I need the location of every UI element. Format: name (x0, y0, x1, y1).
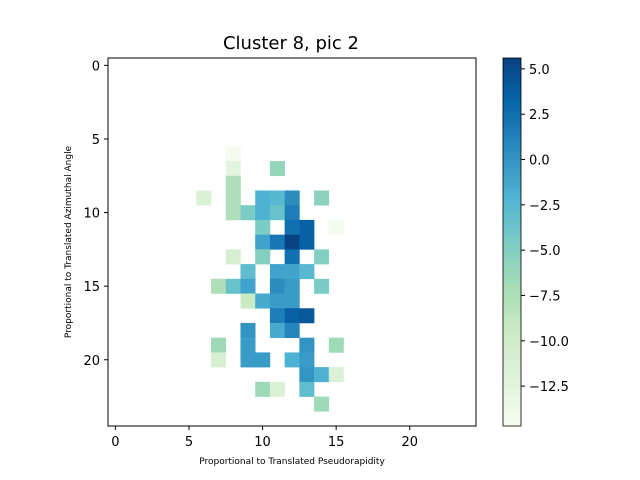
heatmap-cell (299, 367, 315, 383)
colorbar-tick-label: 0.0 (529, 154, 550, 169)
heatmap-cell (255, 352, 271, 368)
heatmap-cell (269, 322, 285, 338)
heatmap-cell (255, 219, 271, 235)
y-axis-label: Proportional to Translated Azimuthal Ang… (64, 145, 74, 338)
colorbar-tick-label: 2.5 (529, 108, 550, 123)
colorbar-tick-label: −7.5 (529, 289, 561, 304)
heatmap-cell (269, 234, 285, 250)
heatmap-cell (314, 278, 330, 294)
heatmap-cell (255, 249, 271, 265)
heatmap-cell (255, 293, 271, 309)
heatmap-cell (314, 396, 330, 412)
x-tick-label: 10 (254, 435, 271, 450)
heatmap-cell (284, 264, 300, 280)
heatmap-cell (269, 381, 285, 397)
colorbar-ticks: 5.0 2.5 0.0 −2.5 −5.0 −7.5 −10.0 −12.5 (521, 63, 569, 395)
heatmap-cell (240, 352, 256, 368)
heatmap-cell (211, 352, 227, 368)
heatmap-cell (240, 322, 256, 338)
heatmap-cell (299, 234, 315, 250)
x-tick-label: 5 (185, 435, 193, 450)
colorbar-tick-label: −5.0 (529, 244, 561, 259)
heatmap-cell (211, 278, 227, 294)
heatmap-cell (284, 234, 300, 250)
x-tick-label: 0 (111, 435, 119, 450)
heatmap-cell (284, 278, 300, 294)
heatmap-cell (196, 190, 212, 206)
heatmap-cell (314, 249, 330, 265)
heatmap-cell (299, 381, 315, 397)
y-tick-label: 10 (83, 207, 100, 222)
heatmap-cell (269, 293, 285, 309)
heatmap-cell (269, 264, 285, 280)
heatmap-cell (284, 322, 300, 338)
heatmap-cell (225, 175, 241, 191)
heatmap-cell (299, 337, 315, 353)
heatmap-cell (240, 264, 256, 280)
x-axis-label: Proportional to Translated Pseudorapidit… (199, 457, 385, 467)
heatmap-cell (284, 249, 300, 265)
heatmap-cell (269, 161, 285, 177)
x-axis-ticks: 0 5 10 15 20 (111, 426, 418, 450)
heatmap-cell (299, 308, 315, 324)
chart-title: Cluster 8, pic 2 (223, 33, 359, 54)
heatmap-cell (269, 278, 285, 294)
heatmap-cell (328, 337, 344, 353)
heatmap-cell (284, 352, 300, 368)
y-tick-label: 20 (83, 354, 100, 369)
heatmap-cell (269, 190, 285, 206)
heatmap-cell (240, 293, 256, 309)
heatmap-cell (255, 205, 271, 221)
x-tick-label: 20 (401, 435, 418, 450)
colorbar-tick-label: −2.5 (529, 199, 561, 214)
heatmap-cell (284, 190, 300, 206)
heatmap-cell (328, 219, 344, 235)
y-tick-label: 0 (92, 59, 100, 74)
heatmap-cell (269, 308, 285, 324)
y-tick-label: 15 (83, 280, 100, 295)
heatmap-cell (284, 205, 300, 221)
heatmap-cell (255, 381, 271, 397)
heatmap-cell (225, 161, 241, 177)
heatmap-cell (240, 205, 256, 221)
colorbar (502, 57, 522, 427)
heatmap-cell (255, 190, 271, 206)
colorbar-tick-label: −10.0 (529, 335, 569, 350)
heatmap-cell (284, 308, 300, 324)
heatmap-cell (240, 337, 256, 353)
heatmap-cell (255, 234, 271, 250)
heatmap-cell (211, 337, 227, 353)
heatmap-cell (284, 293, 300, 309)
heatmap-cell (225, 278, 241, 294)
heatmap-cell (225, 190, 241, 206)
heatmap-cell (240, 278, 256, 294)
heatmap-cell (225, 146, 241, 162)
heatmap-cell (314, 367, 330, 383)
colorbar-tick-label: 5.0 (529, 63, 550, 78)
y-tick-label: 5 (92, 133, 100, 148)
heatmap-cell (314, 190, 330, 206)
heatmap-cell (328, 367, 344, 383)
y-axis-ticks: 0 5 10 15 20 (83, 59, 108, 369)
heatmap-cells (196, 146, 344, 412)
plot-frame (107, 57, 477, 427)
colorbar-tick-label: −12.5 (529, 380, 569, 395)
heatmap-cell (299, 352, 315, 368)
heatmap-cell (284, 219, 300, 235)
heatmap-cell (225, 249, 241, 265)
heatmap-cell (299, 219, 315, 235)
x-tick-label: 15 (328, 435, 345, 450)
heatmap-cell (269, 205, 285, 221)
heatmap-cell (299, 264, 315, 280)
heatmap-cell (225, 205, 241, 221)
